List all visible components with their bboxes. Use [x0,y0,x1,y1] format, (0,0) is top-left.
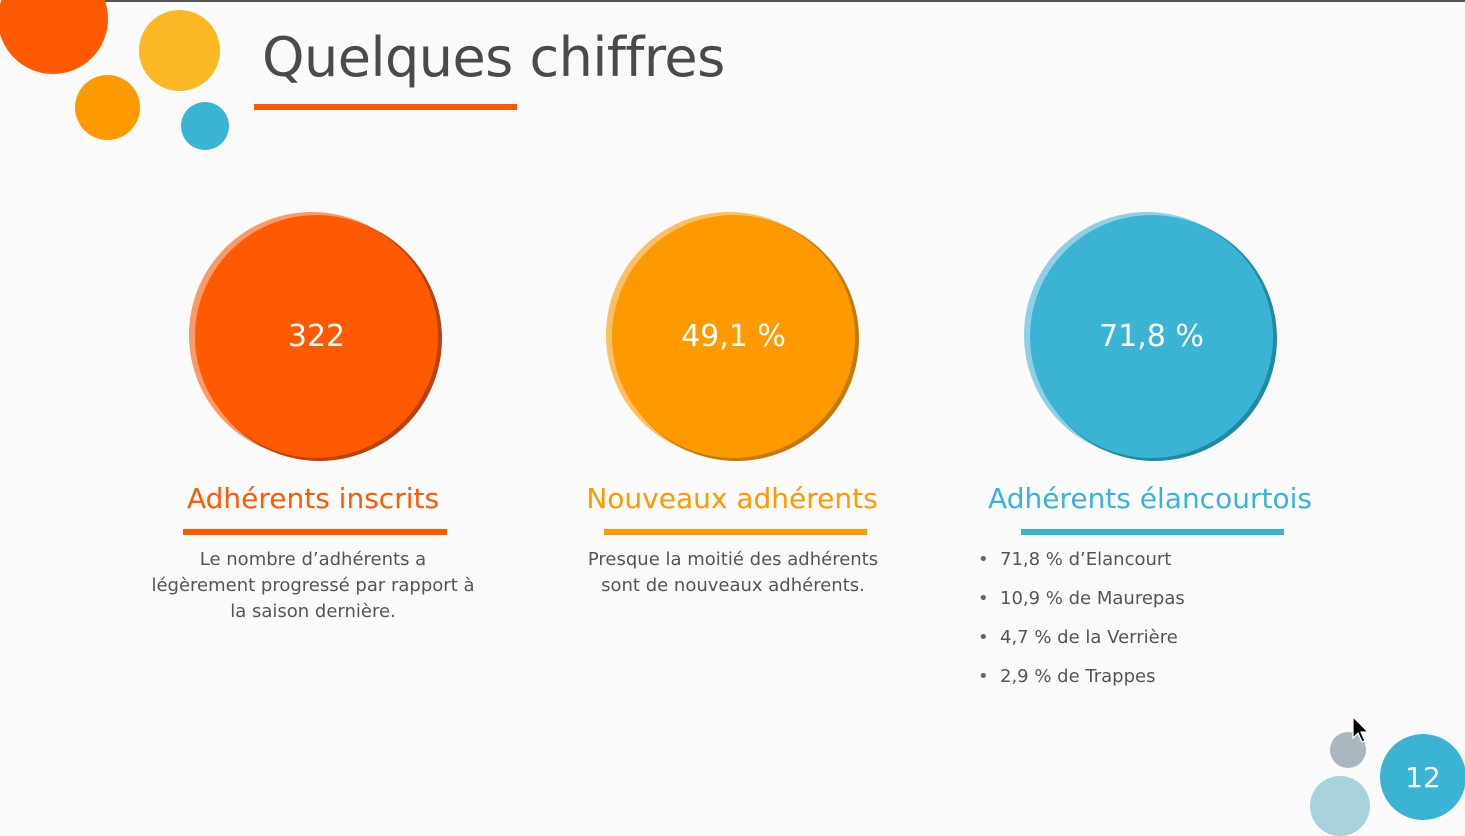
stat-heading-new: Nouveaux adhérents [586,482,878,515]
decorative-circle-yellow [139,10,220,91]
list-item: • 71,8 % d’Elancourt [978,547,1185,586]
stat-circle-local: 71,8 % [1030,215,1273,458]
slide-top-border [100,0,1465,2]
bullet-icon: • [978,588,989,609]
decorative-circle-blue [181,102,229,150]
list-item-text: 71,8 % d’Elancourt [1000,549,1172,570]
bullet-icon: • [978,627,989,648]
list-item: • 10,9 % de Maurepas [978,586,1185,625]
mouse-pointer-icon [1352,716,1370,743]
decorative-circle-light-blue [1310,776,1370,836]
stat-description-registered: Le nombre d’adhérents a légèrement progr… [151,549,475,622]
page-number-badge: 12 [1380,734,1465,820]
stat-heading-underline-registered [183,529,447,535]
stat-heading-registered: Adhérents inscrits [186,482,440,515]
decorative-circle-orange [75,75,140,140]
stat-heading-underline-local [1021,529,1284,535]
stat-bullet-list-local: • 71,8 % d’Elancourt • 10,9 % de Maurepas … [978,547,1185,703]
stat-heading-local: Adhérents élancourtois [988,482,1312,515]
list-item-text: 2,9 % de Trappes [1000,666,1156,687]
list-item: • 2,9 % de Trappes [978,664,1185,703]
page-number: 12 [1405,760,1441,794]
stat-value-local: 71,8 % [1099,319,1204,354]
bullet-icon: • [978,549,989,570]
list-item-text: 10,9 % de Maurepas [1000,588,1185,609]
stat-circle-registered: 322 [195,215,438,458]
stat-value-registered: 322 [287,319,346,354]
slide-title: Quelques chiffres [262,26,725,89]
bullet-icon: • [978,666,989,687]
stat-value-new: 49,1 % [681,319,786,354]
decorative-circle-red [0,0,108,74]
stat-description-new: Presque la moitié des adhérents sont de … [587,549,879,596]
title-underline [254,104,517,110]
list-item-text: 4,7 % de la Verrière [1000,627,1178,648]
stat-circle-new: 49,1 % [612,215,855,458]
stat-heading-underline-new [604,529,867,535]
list-item: • 4,7 % de la Verrière [978,625,1185,664]
